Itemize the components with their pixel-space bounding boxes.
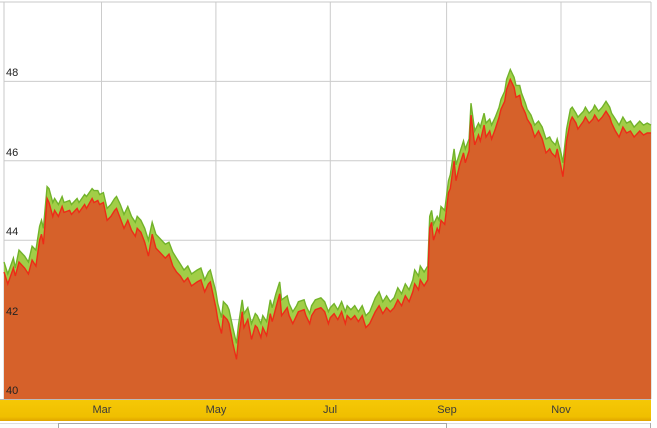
period-selector-band[interactable]: Mar May Jul Sep Nov bbox=[0, 400, 651, 421]
y-axis-label: 44 bbox=[6, 226, 19, 238]
scrollbar-end-tick bbox=[650, 423, 651, 428]
x-axis-month-label: Nov bbox=[551, 404, 571, 416]
x-axis-month-label: Sep bbox=[437, 404, 457, 416]
lower-area-series-fill bbox=[4, 79, 651, 400]
x-axis-month-label: May bbox=[205, 404, 227, 416]
upper-area-series-line bbox=[3, 67, 652, 344]
scrollbar-grip[interactable] bbox=[58, 423, 447, 428]
y-axis-label: 46 bbox=[6, 147, 19, 159]
y-axis-label: 40 bbox=[6, 385, 19, 397]
chart-scrollbar bbox=[0, 421, 657, 428]
y-axis-label: 42 bbox=[6, 306, 19, 318]
lower-area-series-line bbox=[3, 77, 651, 360]
x-axis-month-label: Jul bbox=[322, 404, 338, 416]
y-axis-label: 48 bbox=[6, 67, 19, 79]
x-axis-month-label: Mar bbox=[92, 404, 112, 416]
